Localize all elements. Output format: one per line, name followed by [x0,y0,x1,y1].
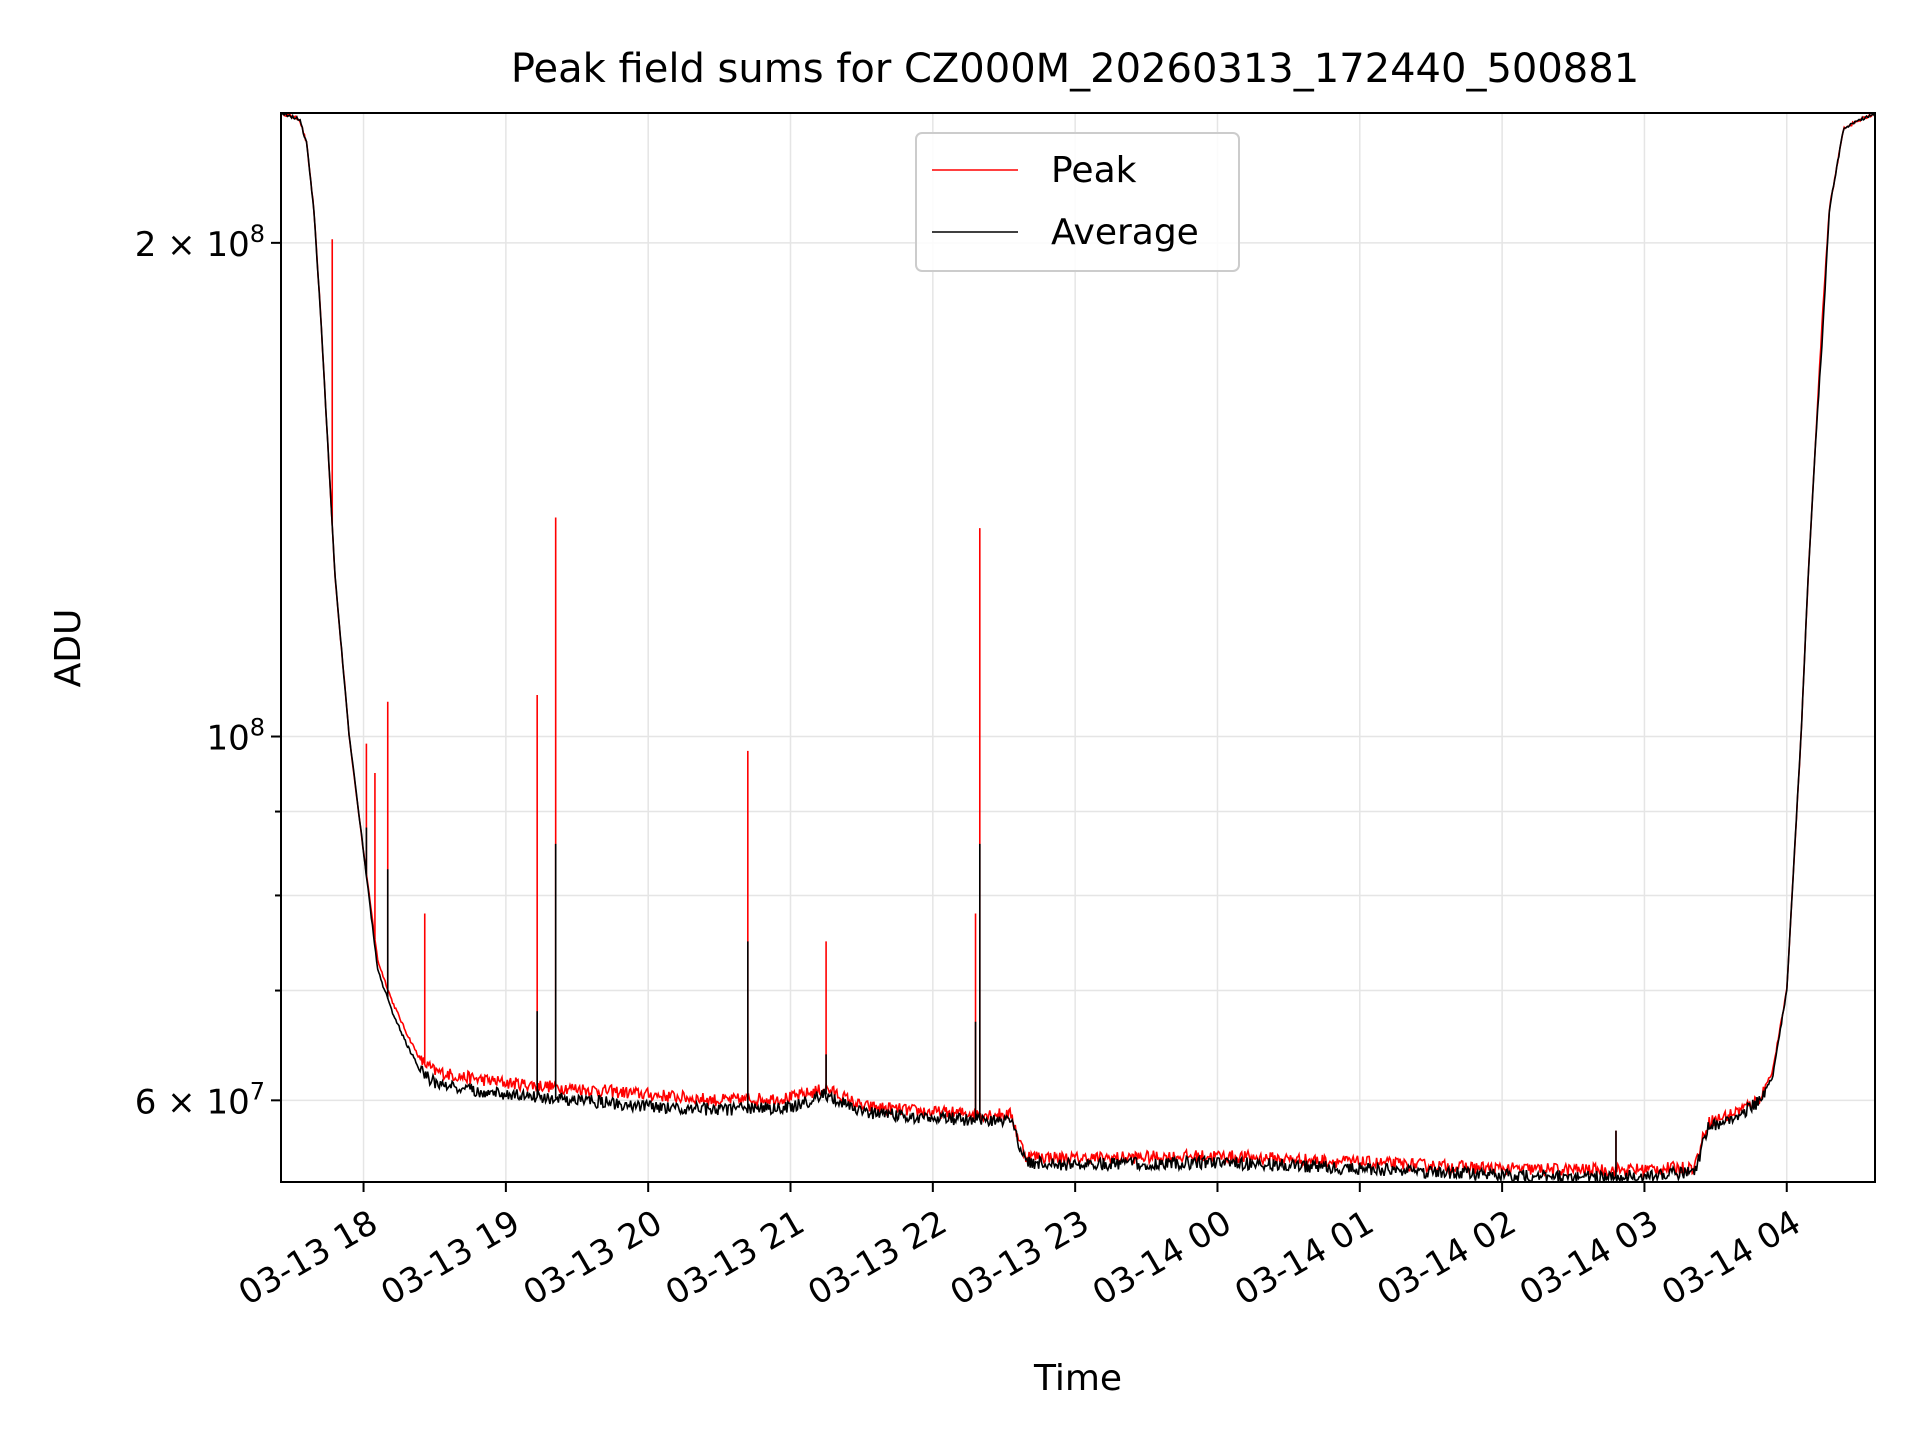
y-tick-label: 108 [206,714,265,759]
series-layer [281,113,1875,1182]
y-axis-label: ADU [48,609,89,688]
series-line-average [281,113,1875,1182]
y-tick-label: 6 × 107 [135,1077,265,1122]
x-axis-label: Time [1033,1358,1122,1399]
legend-box [915,132,1240,272]
y-axis-ticks: 6 × 107 108 2 × 108 [135,220,281,1122]
series-average [281,113,1875,1182]
legend: Peak Average [915,132,1240,272]
plot-frame [280,112,1876,1183]
legend-average-label: Average [1051,212,1199,253]
chart-title: Peak field sums for CZ000M_20260313_1724… [511,46,1639,92]
y-tick-label: 2 × 108 [135,220,265,265]
legend-peak-label: Peak [1051,150,1137,191]
